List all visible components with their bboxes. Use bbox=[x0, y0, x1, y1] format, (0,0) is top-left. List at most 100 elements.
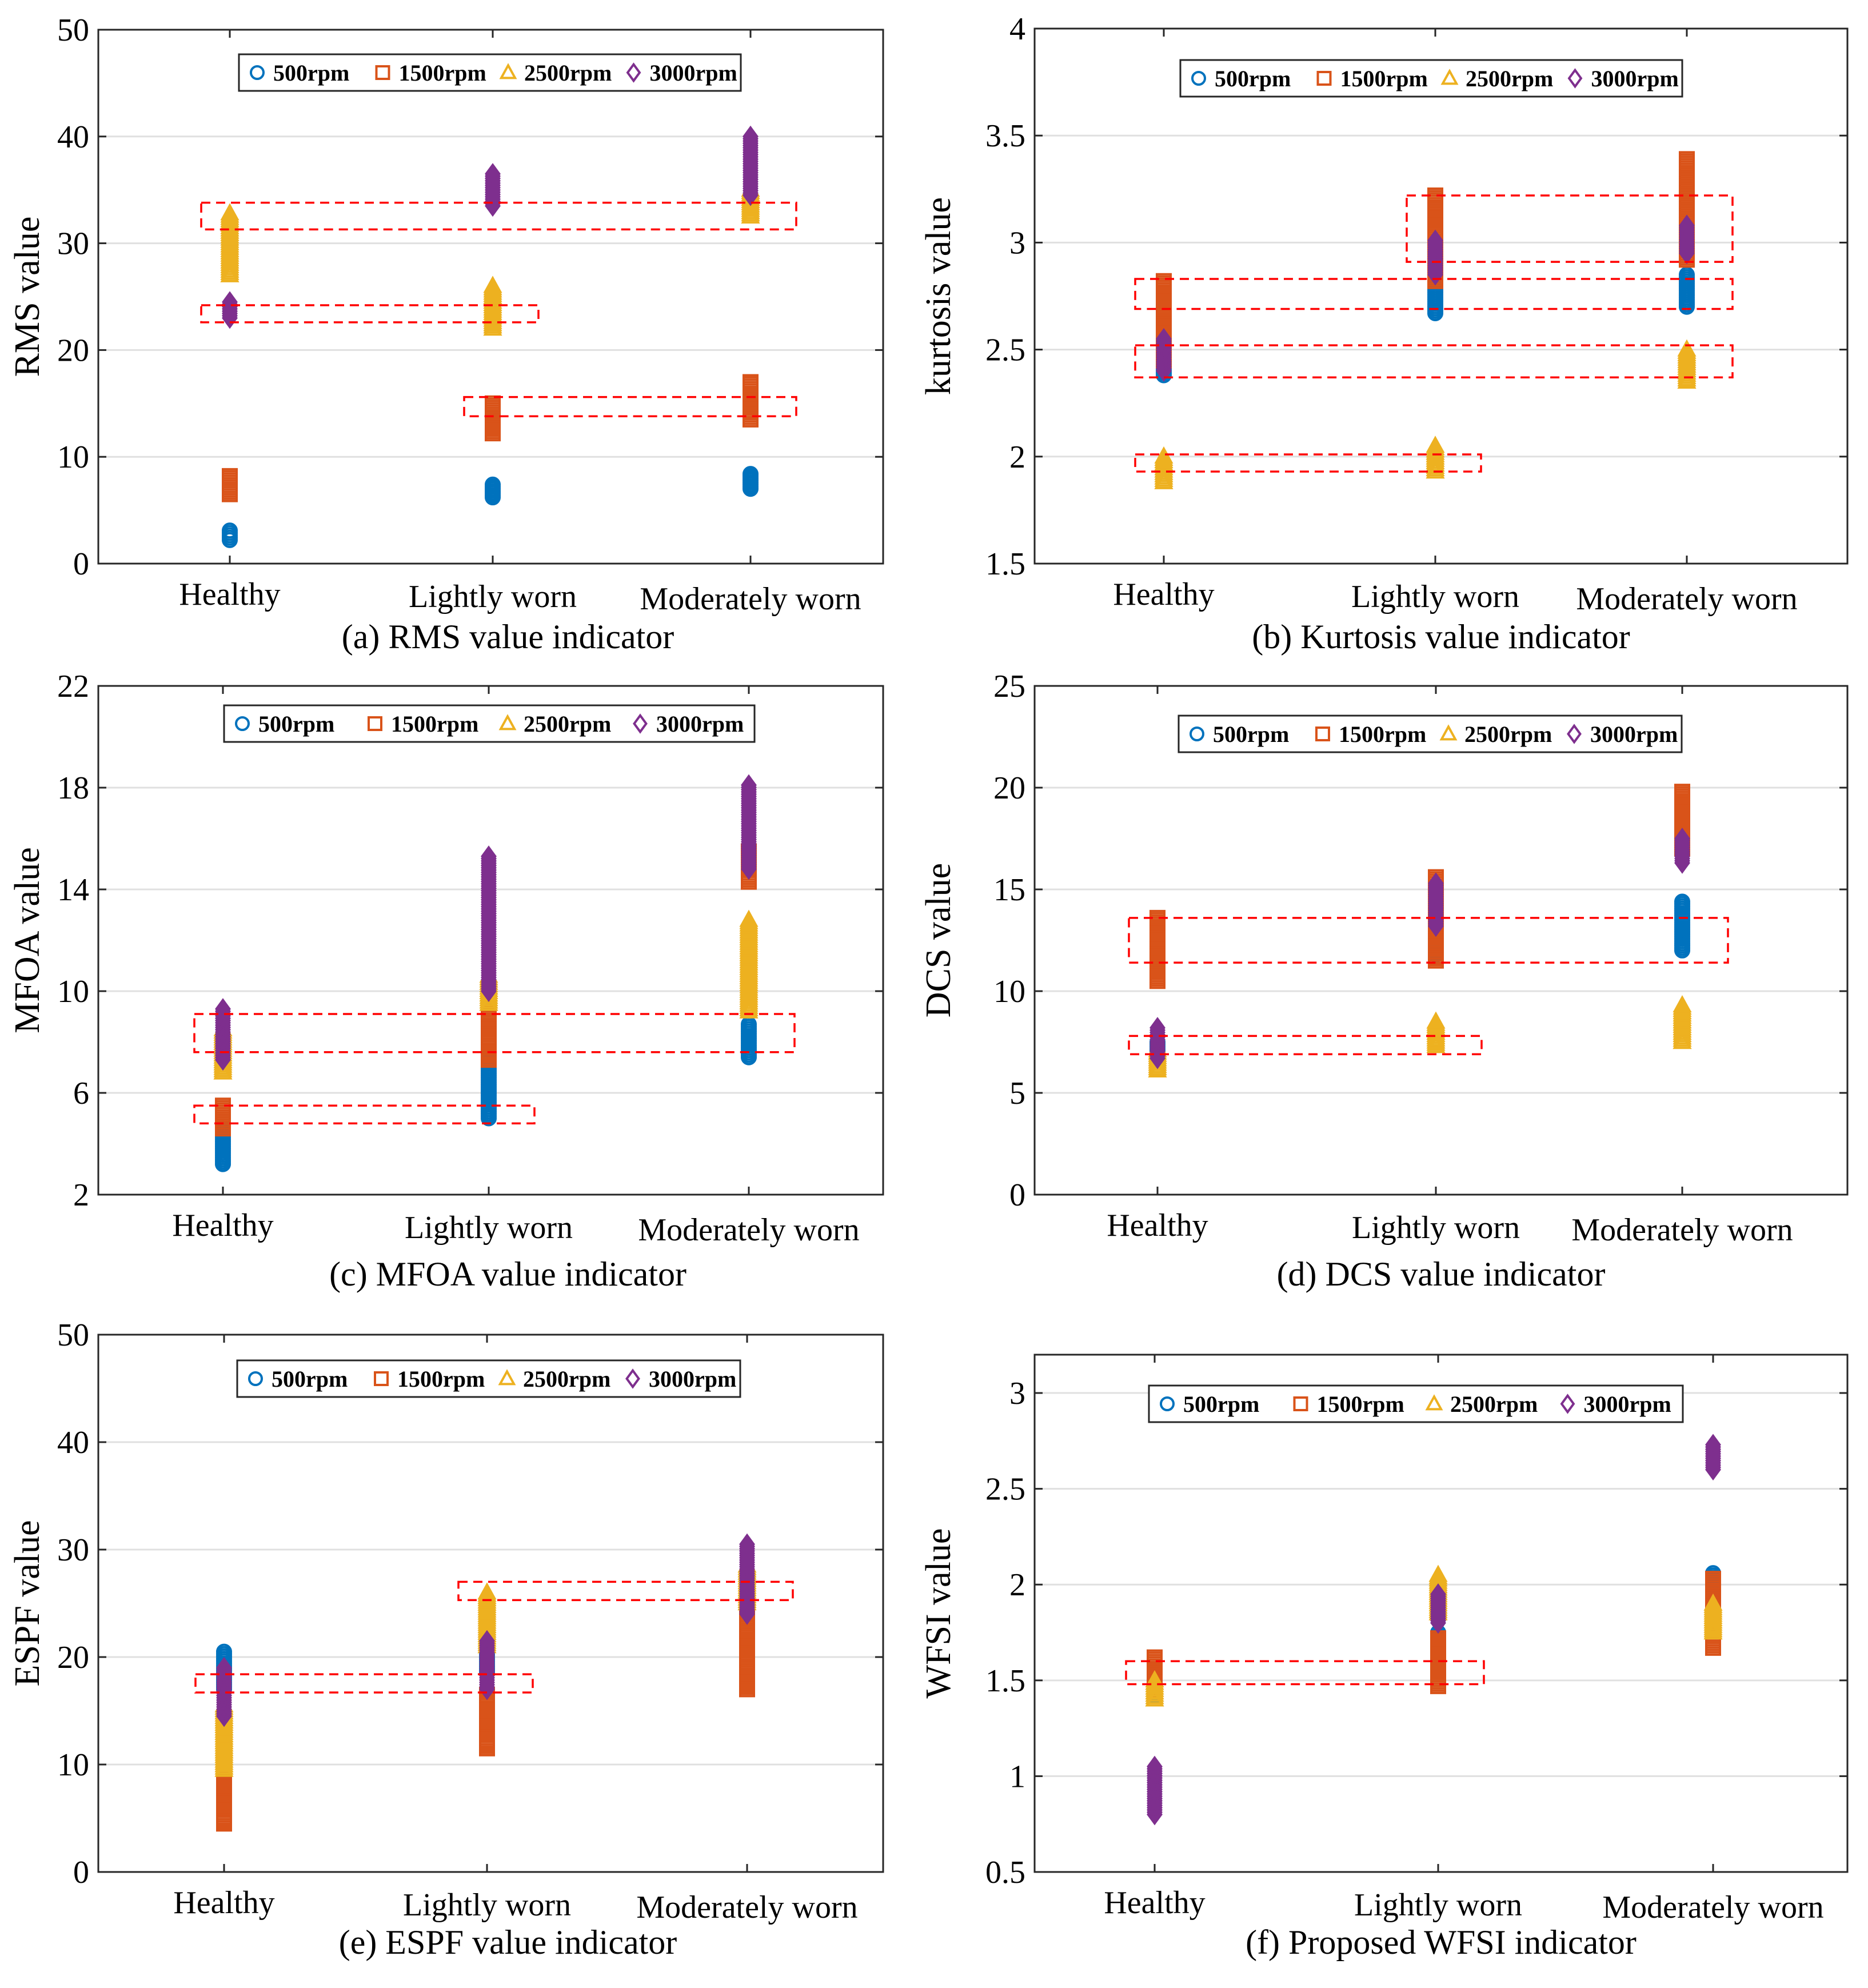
y-axis-title: DCS value bbox=[919, 863, 958, 1017]
y-tick-label: 6 bbox=[73, 1076, 89, 1111]
legend-label-500rpm: 500rpm bbox=[273, 60, 349, 86]
legend-marker-500rpm bbox=[248, 1371, 263, 1386]
axes-box bbox=[97, 29, 884, 565]
legend-box bbox=[1178, 714, 1683, 753]
legend-label-1500rpm: 1500rpm bbox=[397, 1366, 485, 1392]
data-point bbox=[1673, 995, 1692, 1013]
legend-marker-2500rpm bbox=[1425, 1394, 1443, 1411]
y-tick-label: 20 bbox=[993, 771, 1025, 806]
legend-marker-1500rpm bbox=[1293, 1396, 1308, 1411]
y-tick-label: 2 bbox=[1009, 1567, 1025, 1603]
data-point bbox=[222, 293, 238, 316]
data-point bbox=[485, 163, 501, 185]
data-point bbox=[1674, 784, 1690, 800]
legend: 500rpm 1500rpm 2500rpm 3000rpm bbox=[1179, 59, 1683, 98]
data-point bbox=[1674, 893, 1690, 910]
series-1500rpm bbox=[1149, 784, 1690, 989]
data-point bbox=[1430, 1630, 1446, 1647]
y-tick-label: 3 bbox=[1009, 225, 1025, 261]
data-point bbox=[1145, 1672, 1164, 1690]
legend-label-1500rpm: 1500rpm bbox=[391, 711, 478, 737]
data-point bbox=[1677, 339, 1697, 357]
legend-marker-2500rpm bbox=[498, 714, 517, 730]
data-point bbox=[743, 466, 759, 482]
data-point bbox=[216, 1659, 232, 1681]
legend-marker-3000rpm bbox=[626, 62, 641, 83]
y-tick-label: 2 bbox=[1009, 440, 1025, 475]
legend-marker-3000rpm bbox=[1567, 68, 1583, 89]
data-point bbox=[739, 1533, 755, 1555]
legend-box bbox=[236, 1359, 741, 1398]
legend-label-3000rpm: 3000rpm bbox=[656, 711, 744, 737]
data-point bbox=[1679, 151, 1695, 167]
x-category-label: Lightly worn bbox=[403, 1887, 571, 1923]
data-point bbox=[1147, 1649, 1163, 1666]
data-point bbox=[1427, 187, 1443, 204]
highlight-box bbox=[1128, 917, 1729, 964]
x-category-label: Healthy bbox=[172, 1208, 273, 1243]
y-tick-label: 30 bbox=[57, 226, 89, 262]
y-tick-label: 10 bbox=[57, 440, 89, 475]
y-tick-label: 0 bbox=[73, 546, 89, 582]
data-point bbox=[1149, 1019, 1165, 1041]
legend-marker-500rpm bbox=[1160, 1396, 1175, 1411]
y-tick-label: 3 bbox=[1009, 1376, 1025, 1411]
data-point bbox=[741, 774, 757, 796]
legend-label-2500rpm: 2500rpm bbox=[524, 60, 612, 86]
legend-box bbox=[238, 53, 742, 92]
y-tick-label: 14 bbox=[57, 872, 89, 908]
data-point bbox=[1430, 1585, 1446, 1607]
y-tick-label: 22 bbox=[57, 669, 89, 704]
y-tick-label: 18 bbox=[57, 771, 89, 806]
data-point bbox=[1145, 1670, 1164, 1688]
y-tick-label: 0.5 bbox=[985, 1855, 1025, 1890]
legend-label-3000rpm: 3000rpm bbox=[650, 60, 737, 86]
axes-box bbox=[97, 685, 884, 1196]
data-point bbox=[743, 127, 759, 150]
y-tick-label: 10 bbox=[57, 974, 89, 1009]
y-tick-label: 20 bbox=[57, 333, 89, 368]
data-point bbox=[485, 165, 501, 187]
data-point bbox=[481, 845, 497, 868]
data-point bbox=[216, 1656, 232, 1679]
data-point bbox=[1149, 1017, 1165, 1039]
x-category-label: Moderately worn bbox=[638, 1212, 859, 1248]
series-3000rpm bbox=[215, 774, 757, 1071]
y-tick-label: 10 bbox=[993, 974, 1025, 1009]
legend-marker-500rpm bbox=[235, 716, 250, 731]
data-point bbox=[215, 1000, 231, 1023]
data-point bbox=[1147, 1755, 1163, 1778]
data-point bbox=[1156, 328, 1172, 350]
data-point bbox=[1679, 266, 1695, 283]
data-point bbox=[1428, 872, 1444, 895]
data-point bbox=[1679, 217, 1695, 239]
series-500rpm bbox=[1149, 893, 1690, 1064]
subplot-c: 2 6 10 14 18 22 Healthy Lightly worn Moderately … bbox=[8, 669, 884, 1293]
y-tick-label: 10 bbox=[57, 1747, 89, 1783]
legend-marker-1500rpm bbox=[375, 65, 390, 80]
legend-marker-500rpm bbox=[250, 65, 265, 80]
series-500rpm bbox=[215, 1016, 757, 1172]
data-point bbox=[1149, 909, 1165, 926]
subplot-a: 0 10 20 30 40 50 Healthy Lightly worn Moderately… bbox=[8, 13, 884, 656]
axes-box bbox=[1033, 1354, 1849, 1873]
series-3000rpm bbox=[216, 1533, 755, 1727]
data-point bbox=[483, 276, 502, 293]
legend-label-3000rpm: 3000rpm bbox=[1584, 1391, 1671, 1417]
data-point bbox=[1427, 231, 1443, 254]
data-point bbox=[220, 203, 240, 221]
legend-marker-2500rpm bbox=[1440, 69, 1459, 85]
legend-marker-1500rpm bbox=[1315, 726, 1330, 741]
legend-label-1500rpm: 1500rpm bbox=[1339, 721, 1426, 747]
data-point bbox=[743, 125, 759, 147]
y-axis-title: RMS value bbox=[8, 217, 47, 377]
data-point bbox=[222, 522, 238, 539]
legend-marker-1500rpm bbox=[368, 716, 382, 731]
series-500rpm bbox=[222, 466, 759, 548]
legend-marker-3000rpm bbox=[633, 713, 648, 734]
x-category-label: Healthy bbox=[179, 577, 280, 612]
legend: 500rpm 1500rpm 2500rpm 3000rpm bbox=[238, 53, 742, 92]
data-point bbox=[1674, 829, 1690, 852]
legend-marker-1500rpm bbox=[374, 1371, 389, 1386]
